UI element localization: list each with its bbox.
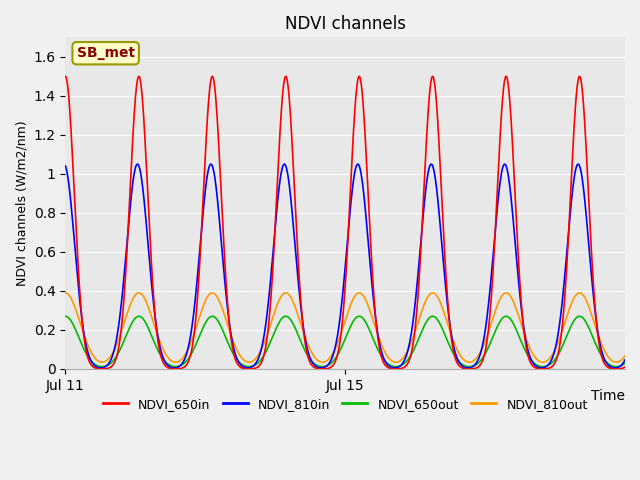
NDVI_810out bbox=[90, 353, 97, 359]
NDVI_650in bbox=[477, 362, 484, 368]
NDVI_810in bbox=[393, 365, 401, 371]
NDVI_650out bbox=[612, 364, 620, 370]
NDVI_810in bbox=[476, 351, 484, 357]
NDVI_650out bbox=[393, 364, 401, 370]
NDVI_810in bbox=[417, 238, 425, 243]
NDVI_650out bbox=[264, 345, 272, 350]
Text: Time: Time bbox=[591, 389, 625, 403]
Line: NDVI_650out: NDVI_650out bbox=[65, 316, 625, 367]
NDVI_650in bbox=[621, 364, 629, 370]
Text: SB_met: SB_met bbox=[77, 46, 134, 60]
NDVI_810in bbox=[506, 186, 514, 192]
NDVI_810out bbox=[506, 293, 514, 299]
NDVI_650in bbox=[506, 104, 514, 109]
NDVI_810out bbox=[417, 311, 425, 316]
NDVI_650out bbox=[90, 360, 97, 366]
NDVI_810out bbox=[476, 349, 484, 355]
NDVI_650in bbox=[95, 366, 103, 372]
NDVI_810out bbox=[612, 360, 620, 365]
NDVI_810in bbox=[90, 361, 97, 367]
Line: NDVI_810out: NDVI_810out bbox=[65, 293, 625, 362]
Line: NDVI_650in: NDVI_650in bbox=[65, 76, 625, 369]
Y-axis label: NDVI channels (W/m2/nm): NDVI channels (W/m2/nm) bbox=[15, 120, 28, 286]
NDVI_810in bbox=[611, 365, 619, 371]
NDVI_810in bbox=[264, 303, 272, 309]
NDVI_650out bbox=[621, 360, 629, 366]
NDVI_650in bbox=[264, 327, 272, 333]
Title: NDVI channels: NDVI channels bbox=[285, 15, 406, 33]
NDVI_810in bbox=[574, 161, 582, 167]
NDVI_650out bbox=[476, 358, 484, 364]
NDVI_650in bbox=[90, 364, 97, 370]
NDVI_650out bbox=[506, 316, 514, 322]
NDVI_650in bbox=[61, 73, 69, 79]
Legend: NDVI_650in, NDVI_810in, NDVI_650out, NDVI_810out: NDVI_650in, NDVI_810in, NDVI_650out, NDV… bbox=[98, 393, 593, 416]
NDVI_810out bbox=[61, 290, 69, 296]
NDVI_810out bbox=[393, 360, 401, 365]
Line: NDVI_810in: NDVI_810in bbox=[65, 164, 625, 368]
NDVI_810out bbox=[264, 329, 272, 335]
NDVI_650in bbox=[393, 366, 401, 372]
NDVI_810in bbox=[61, 163, 69, 169]
NDVI_650in bbox=[417, 244, 425, 250]
NDVI_810in bbox=[621, 357, 629, 363]
NDVI_650out bbox=[417, 330, 425, 336]
NDVI_650out bbox=[61, 313, 69, 319]
NDVI_810out bbox=[621, 353, 629, 359]
